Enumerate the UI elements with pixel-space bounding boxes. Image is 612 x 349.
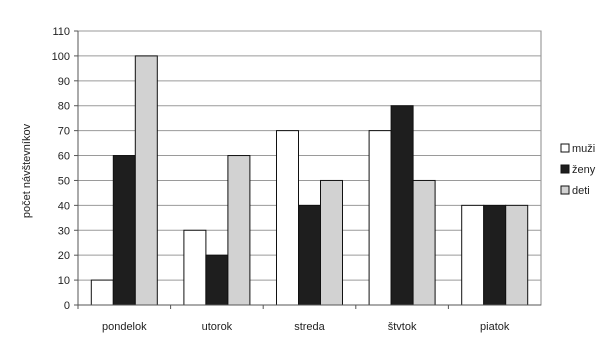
bars (90, 55, 529, 306)
y-tick-label: 90 (58, 76, 70, 88)
legend-label-deti: deti (572, 185, 590, 197)
x-tick-label: piatok (480, 321, 510, 333)
bar-muži-pondelok (90, 279, 114, 306)
bar-muži-štvtok (368, 130, 392, 306)
bar-deti-štvtok (412, 179, 436, 306)
x-tick-label: utorok (202, 321, 233, 333)
x-tick-label: pondelok (102, 321, 147, 333)
bar-ženy-utorok (205, 254, 229, 306)
axes (77, 31, 541, 306)
x-tick-label: štvtok (388, 321, 417, 333)
y-tick-label: 20 (58, 250, 70, 262)
bar-deti-streda (320, 179, 343, 306)
y-tick-labels: 0 10 20 30 40 50 60 70 80 90 100 110 (52, 26, 78, 312)
bar-deti-piatok (505, 204, 529, 306)
y-tick-label: 10 (58, 275, 70, 287)
y-tick-label: 60 (58, 151, 70, 163)
y-tick-label: 50 (58, 175, 70, 187)
x-tick-label: streda (294, 321, 325, 333)
legend-swatch-deti (560, 185, 570, 195)
legend-label-ženy: ženy (572, 164, 596, 176)
x-tick-labels: pondelok utorok streda štvtok piatok (77, 305, 510, 333)
bar-deti-pondelok (134, 55, 158, 306)
y-tick-label: 70 (58, 126, 70, 138)
y-tick-label: 40 (58, 200, 70, 212)
bar-muži-utorok (183, 229, 207, 306)
legend: muži ženy deti (556, 140, 608, 208)
y-axis-label: počet návštevníkov (21, 123, 33, 218)
legend-swatch-muži (560, 143, 570, 153)
y-tick-label: 110 (52, 26, 70, 38)
bar-ženy-streda (298, 204, 321, 306)
legend-swatch-ženy (560, 164, 570, 174)
y-tick-label: 30 (58, 225, 70, 237)
bar-muži-piatok (461, 204, 485, 306)
bar-ženy-štvtok (390, 105, 414, 306)
bar-ženy-piatok (483, 204, 507, 306)
y-tick-label: 0 (64, 300, 70, 312)
bar-ženy-pondelok (112, 155, 136, 306)
bar-deti-utorok (227, 155, 251, 306)
y-tick-label: 80 (58, 101, 70, 113)
y-tick-label: 100 (52, 51, 70, 63)
legend-label-muži: muži (572, 143, 595, 155)
bar-muži-streda (276, 130, 299, 306)
